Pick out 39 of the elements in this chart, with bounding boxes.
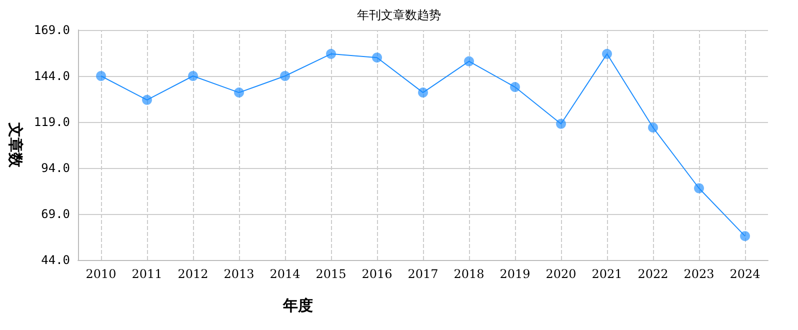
x-tick-label: 2016 bbox=[362, 267, 392, 281]
point bbox=[188, 71, 198, 81]
point bbox=[96, 71, 106, 81]
x-tick-label: 2022 bbox=[638, 267, 668, 281]
x-tick-label: 2020 bbox=[546, 267, 576, 281]
x-tick-label: 2015 bbox=[316, 267, 346, 281]
point bbox=[142, 94, 152, 105]
y-axis-title: 文章数 bbox=[6, 122, 24, 168]
point bbox=[372, 52, 382, 63]
point bbox=[234, 88, 244, 98]
x-tick-label: 2024 bbox=[730, 267, 761, 281]
y-tick-label: 44.0 bbox=[41, 253, 70, 267]
x-tick-label: 2012 bbox=[178, 267, 208, 281]
point bbox=[648, 122, 658, 133]
y-tick-label: 69.0 bbox=[41, 207, 70, 221]
point bbox=[694, 183, 704, 194]
x-tick-label: 2021 bbox=[592, 267, 622, 281]
point bbox=[280, 71, 290, 81]
x-tick-label: 2018 bbox=[454, 267, 484, 281]
x-tick-label: 2014 bbox=[270, 267, 301, 281]
point bbox=[740, 231, 750, 242]
point bbox=[602, 48, 612, 59]
y-tick-label: 144.0 bbox=[34, 69, 70, 83]
point bbox=[326, 48, 336, 59]
point bbox=[464, 56, 474, 66]
x-tick-label: 2013 bbox=[224, 267, 254, 281]
point bbox=[556, 118, 566, 129]
x-axis-title: 年度 bbox=[282, 296, 314, 314]
chart-title: 年刊文章数趋势 bbox=[357, 8, 441, 22]
x-tick-label: 2011 bbox=[132, 267, 162, 281]
x-tick-label: 2019 bbox=[500, 267, 530, 281]
y-tick-label: 94.0 bbox=[41, 161, 70, 175]
x-tick-label: 2023 bbox=[684, 267, 714, 281]
point bbox=[418, 88, 428, 98]
y-tick-label: 169.0 bbox=[34, 23, 70, 37]
y-tick-label: 119.0 bbox=[34, 115, 70, 129]
x-tick-label: 2010 bbox=[86, 267, 116, 281]
x-tick-label: 2017 bbox=[408, 267, 438, 281]
point bbox=[510, 82, 520, 92]
